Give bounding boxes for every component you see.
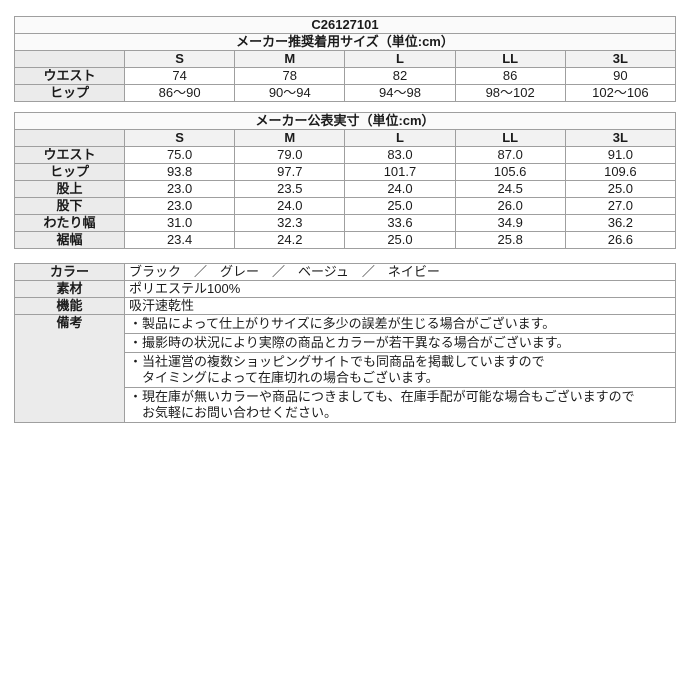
cell: 34.9 — [454, 214, 566, 232]
cell: 91.0 — [564, 146, 677, 164]
table-row: ウエスト 74 78 82 86 90 — [14, 67, 677, 85]
row-label-color: カラー — [14, 263, 125, 281]
table-row: 股下 23.0 24.0 25.0 26.0 27.0 — [14, 197, 677, 215]
size-col-header: S — [123, 50, 236, 68]
table-row: 裾幅 23.4 24.2 25.0 25.8 26.6 — [14, 231, 677, 249]
note-item: ・当社運営の複数ショッピングサイトでも同商品を掲載していますので タイミングによ… — [124, 352, 676, 388]
row-label-hip: ヒップ — [14, 163, 125, 181]
cell: 74 — [123, 67, 236, 85]
cell: 26.0 — [454, 197, 566, 215]
material-value: ポリエステル100% — [124, 280, 676, 298]
cell: 23.0 — [123, 197, 236, 215]
product-code: C26127101 — [14, 16, 676, 34]
note-line: タイミングによって在庫切れの場合もございます。 — [129, 370, 439, 385]
cell: 101.7 — [344, 163, 456, 181]
table-row: ウエスト 75.0 79.0 83.0 87.0 91.0 — [14, 146, 677, 164]
table-row: 素材 ポリエステル100% — [14, 280, 676, 298]
row-label-waist: ウエスト — [14, 146, 125, 164]
table-row: わたり幅 31.0 32.3 33.6 34.9 36.2 — [14, 214, 677, 232]
cell: 24.0 — [344, 180, 456, 198]
row-label-thigh: わたり幅 — [14, 214, 125, 232]
cell: 90～94 — [234, 84, 346, 102]
product-info-table: カラー ブラック ／ グレー ／ ベージュ ／ ネイビー 素材 ポリエステル10… — [14, 263, 676, 423]
cell: 26.6 — [564, 231, 677, 249]
cell: 25.0 — [344, 197, 456, 215]
cell: 23.5 — [234, 180, 346, 198]
size-spec-sheet: C26127101 メーカー推奨着用サイズ（単位:cm） S M L LL 3L… — [14, 16, 677, 423]
note-line: ・撮影時の状況により実際の商品とカラーが若干異なる場合がございます。 — [129, 335, 570, 350]
function-value: 吸汗速乾性 — [124, 297, 676, 315]
size-col-header: M — [234, 50, 346, 68]
note-line: ・現在庫が無いカラーや商品につきましても、在庫手配が可能な場合もございますので — [129, 389, 635, 404]
cell: 93.8 — [123, 163, 236, 181]
cell: 90 — [564, 67, 677, 85]
cell: 25.0 — [344, 231, 456, 249]
cell: 32.3 — [234, 214, 346, 232]
note-item: ・現在庫が無いカラーや商品につきましても、在庫手配が可能な場合もございますので … — [124, 387, 676, 423]
table-row: ヒップ 93.8 97.7 101.7 105.6 109.6 — [14, 163, 677, 181]
table-row: 備考 ・製品によって仕上がりサイズに多少の誤差が生じる場合がございます。 — [14, 314, 676, 423]
size-col-header: LL — [454, 50, 566, 68]
cell: 86 — [454, 67, 566, 85]
size-col-header: 3L — [564, 129, 677, 147]
table-row: 機能 吸汗速乾性 — [14, 297, 676, 315]
cell: 78 — [234, 67, 346, 85]
note-item: ・製品によって仕上がりサイズに多少の誤差が生じる場合がございます。 — [124, 314, 676, 334]
cell: 82 — [344, 67, 456, 85]
cell: 94～98 — [344, 84, 456, 102]
cell: 24.2 — [234, 231, 346, 249]
corner-cell — [14, 50, 125, 68]
size-col-header: M — [234, 129, 346, 147]
cell: 79.0 — [234, 146, 346, 164]
row-label-rise: 股上 — [14, 180, 125, 198]
cell: 33.6 — [344, 214, 456, 232]
cell: 27.0 — [564, 197, 677, 215]
measured-size-table: メーカー公表実寸（単位:cm） S M L LL 3L ウエスト 75.0 79… — [14, 112, 677, 249]
row-label-material: 素材 — [14, 280, 125, 298]
cell: 98～102 — [454, 84, 566, 102]
cell: 23.0 — [123, 180, 236, 198]
size-col-header: L — [344, 50, 456, 68]
note-line: ・製品によって仕上がりサイズに多少の誤差が生じる場合がございます。 — [129, 316, 556, 331]
cell: 83.0 — [344, 146, 456, 164]
cell: 24.0 — [234, 197, 346, 215]
table-row: ・撮影時の状況により実際の商品とカラーが若干異なる場合がございます。 — [15, 333, 676, 353]
note-line: ・当社運営の複数ショッピングサイトでも同商品を掲載していますので — [129, 354, 545, 369]
cell: 75.0 — [123, 146, 236, 164]
row-label-waist: ウエスト — [14, 67, 125, 85]
note-line: お気軽にお問い合わせください。 — [129, 405, 338, 420]
cell: 25.0 — [564, 180, 677, 198]
cell: 109.6 — [564, 163, 677, 181]
cell: 87.0 — [454, 146, 566, 164]
cell: 31.0 — [123, 214, 236, 232]
table-row: ・現在庫が無いカラーや商品につきましても、在庫手配が可能な場合もございますので … — [15, 387, 676, 423]
cell: 23.4 — [123, 231, 236, 249]
color-value: ブラック ／ グレー ／ ベージュ ／ ネイビー — [124, 263, 676, 281]
row-label-hip: ヒップ — [14, 84, 125, 102]
corner-cell — [14, 129, 125, 147]
row-label-notes: 備考 — [14, 314, 125, 423]
cell: 24.5 — [454, 180, 566, 198]
size-col-header: S — [123, 129, 236, 147]
recommended-size-table: C26127101 メーカー推奨着用サイズ（単位:cm） S M L LL 3L… — [14, 16, 677, 102]
cell: 25.8 — [454, 231, 566, 249]
row-label-hem: 裾幅 — [14, 231, 125, 249]
cell: 36.2 — [564, 214, 677, 232]
size-col-header: LL — [454, 129, 566, 147]
size-col-header: L — [344, 129, 456, 147]
recommended-size-title: メーカー推奨着用サイズ（単位:cm） — [14, 33, 676, 51]
table-row: カラー ブラック ／ グレー ／ ベージュ ／ ネイビー — [14, 263, 676, 281]
size-col-header: 3L — [564, 50, 677, 68]
cell: 102～106 — [564, 84, 677, 102]
measured-size-title: メーカー公表実寸（単位:cm） — [14, 112, 676, 130]
note-item: ・撮影時の状況により実際の商品とカラーが若干異なる場合がございます。 — [124, 333, 676, 353]
cell: 86～90 — [123, 84, 236, 102]
row-label-function: 機能 — [14, 297, 125, 315]
cell: 105.6 — [454, 163, 566, 181]
table-row: 股上 23.0 23.5 24.0 24.5 25.0 — [14, 180, 677, 198]
cell: 97.7 — [234, 163, 346, 181]
table-row: ヒップ 86～90 90～94 94～98 98～102 102～106 — [14, 84, 677, 102]
row-label-inseam: 股下 — [14, 197, 125, 215]
